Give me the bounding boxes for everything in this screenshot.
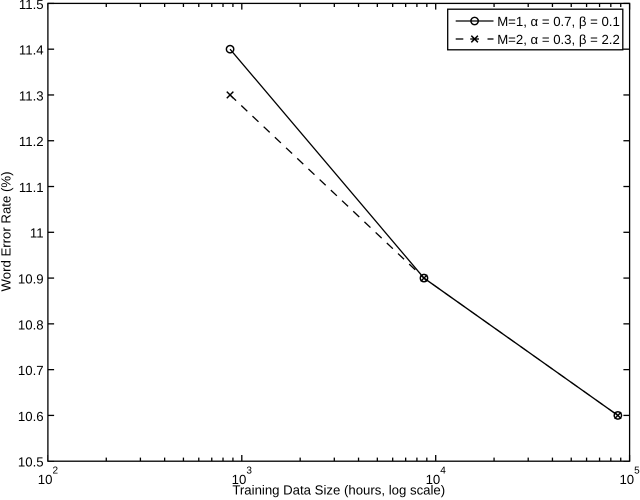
svg-text:10.6: 10.6 bbox=[18, 409, 44, 424]
svg-text:Word Error Rate (%): Word Error Rate (%) bbox=[0, 172, 14, 292]
svg-text:Training Data Size (hours, log: Training Data Size (hours, log scale) bbox=[232, 482, 445, 497]
svg-text:10.8: 10.8 bbox=[18, 317, 44, 332]
svg-text:11: 11 bbox=[30, 226, 44, 241]
svg-text:M=2, α = 0.3, β = 2.2: M=2, α = 0.3, β = 2.2 bbox=[497, 32, 620, 47]
svg-text:11.4: 11.4 bbox=[19, 43, 44, 58]
svg-text:11.2: 11.2 bbox=[19, 134, 44, 149]
svg-text:11.1: 11.1 bbox=[19, 180, 44, 195]
svg-text:10.9: 10.9 bbox=[18, 271, 44, 286]
svg-text:10.5: 10.5 bbox=[18, 455, 44, 470]
svg-text:11.3: 11.3 bbox=[19, 88, 44, 103]
svg-text:10.7: 10.7 bbox=[18, 363, 44, 378]
svg-text:11.5: 11.5 bbox=[19, 0, 44, 12]
svg-text:M=1, α = 0.7, β = 0.1: M=1, α = 0.7, β = 0.1 bbox=[497, 14, 620, 29]
